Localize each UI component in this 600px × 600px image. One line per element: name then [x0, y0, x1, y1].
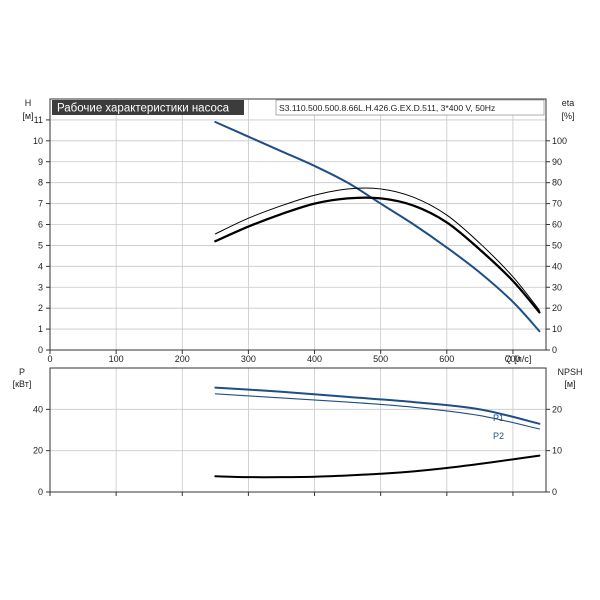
- y-right-tick-label: 10: [552, 324, 562, 334]
- y-right-tick-label: 80: [552, 178, 562, 188]
- upper-series-line-0: [214, 121, 541, 333]
- y-left-tick-label: 2: [38, 303, 43, 313]
- title-box: [52, 100, 244, 115]
- y-left-tick-label: 11: [34, 115, 43, 125]
- upper-plot-frame: [49, 98, 547, 351]
- y-left-lower-unit: [кВт]: [13, 379, 32, 389]
- x-tick-label: 200: [175, 354, 190, 364]
- y-left-tick-label: 40: [33, 404, 43, 414]
- x-tick-label: 400: [307, 354, 322, 364]
- upper-series: [214, 121, 541, 333]
- y-left-tick-label: 0: [38, 345, 43, 355]
- y-left-tick-label: 3: [38, 282, 43, 292]
- y-left-tick-label: 1: [38, 324, 43, 334]
- upper-series-line-2: [214, 187, 540, 311]
- chart-title: Рабочие характеристики насоса: [57, 103, 230, 115]
- x-tick-label: 700: [505, 354, 520, 364]
- y-left-tick-label: 10: [33, 136, 43, 146]
- y-left-tick-label: 5: [38, 240, 43, 250]
- y-left-tick-label: 4: [38, 261, 43, 271]
- lower-series-line-2: [214, 454, 541, 479]
- y-right-tick-label: 0: [552, 487, 557, 497]
- y-right-tick-label: 50: [552, 240, 562, 250]
- y-right-tick-label: 0: [552, 345, 557, 355]
- lower-series-line-1: [214, 393, 540, 430]
- y-right-tick-label: 60: [552, 220, 562, 230]
- y-left-tick-label: 8: [38, 178, 43, 188]
- y-right-tick-label: 90: [552, 157, 562, 167]
- y-right-tick-label: 10: [552, 446, 562, 456]
- y-right-lower-unit: [м]: [564, 379, 575, 389]
- y-left-lower-label: P: [19, 367, 25, 377]
- model-box: [275, 99, 545, 116]
- series-label-p1: P1: [493, 413, 504, 423]
- y-left-tick-label: 6: [38, 220, 43, 230]
- x-tick-label: 600: [439, 354, 454, 364]
- x-axis-label: Q [л/с]: [505, 354, 532, 364]
- y-left-tick-label: 9: [38, 157, 43, 167]
- y-right-tick-label: 30: [552, 282, 562, 292]
- lower-grid: [50, 368, 546, 492]
- y-right-tick-label: 40: [552, 261, 562, 271]
- y-right-upper-unit: [%]: [561, 111, 574, 121]
- y-left-tick-label: 0: [38, 487, 43, 497]
- y-right-tick-label: 70: [552, 199, 562, 209]
- y-right-tick-label: 20: [552, 404, 562, 414]
- lower-plot-frame: [49, 367, 547, 493]
- y-left-tick-label: 7: [38, 199, 43, 209]
- x-tick-label: 100: [109, 354, 124, 364]
- upper-series-line-1: [214, 196, 541, 314]
- x-tick-label: 300: [241, 354, 256, 364]
- x-tick-label: 500: [373, 354, 388, 364]
- lower-series: [214, 386, 541, 479]
- x-tick-label: 0: [47, 354, 52, 364]
- lower-series-line-0: [214, 386, 541, 425]
- tick-labels: 0 100 200 300 400 500 600 700012345678910110102…: [33, 115, 567, 497]
- upper-grid: [50, 99, 546, 350]
- y-right-lower-label: NPSH: [557, 367, 582, 377]
- pump-model: S3.110.500.500.8.66L.H.426.G.EX.D.511, 3…: [279, 103, 495, 113]
- y-left-upper-label: H: [25, 98, 32, 108]
- y-right-upper-label: eta: [562, 98, 575, 108]
- y-right-tick-label: 100: [552, 136, 567, 146]
- y-left-upper-unit: [м]: [22, 111, 33, 121]
- y-right-tick-label: 20: [552, 303, 562, 313]
- y-left-tick-label: 20: [33, 446, 43, 456]
- series-label-p2: P2: [493, 431, 504, 441]
